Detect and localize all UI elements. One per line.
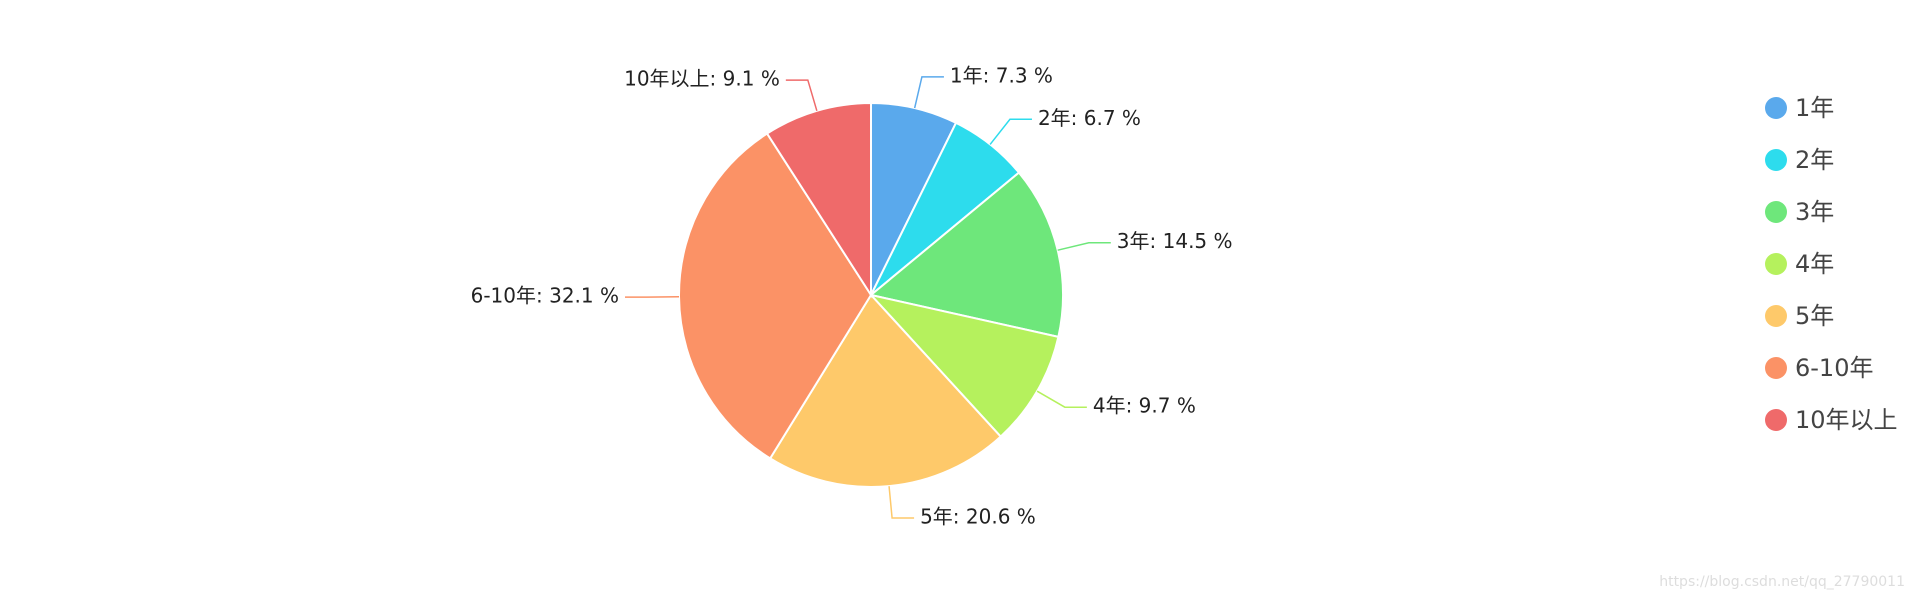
data-label: 6-10年: 32.1 %: [471, 284, 619, 308]
leader-line: [913, 76, 944, 109]
data-label: 5年: 20.6 %: [920, 505, 1036, 529]
watermark: https://blog.csdn.net/qq_27790011: [1659, 574, 1905, 590]
legend-marker: [1765, 97, 1787, 119]
data-label: 3年: 14.5 %: [1117, 229, 1233, 253]
legend-label: 5年: [1795, 302, 1834, 330]
leader-line: [989, 118, 1032, 145]
legend-marker: [1765, 305, 1787, 327]
pie-slice: [765, 101, 872, 299]
data-label: 4年: 9.7 %: [1093, 394, 1196, 418]
leader-line: [1057, 241, 1111, 251]
data-label: 1年: 7.3 %: [950, 63, 1053, 87]
legend-label: 6-10年: [1795, 354, 1873, 382]
legend-label: 1年: [1795, 94, 1834, 122]
legend-marker: [1765, 409, 1787, 431]
data-label: 2年: 6.7 %: [1038, 106, 1141, 130]
legend-marker: [1765, 357, 1787, 379]
leader-line: [1036, 390, 1087, 408]
legend-label: 2年: [1795, 146, 1834, 174]
legend-label: 10年以上: [1795, 406, 1898, 434]
leader-line: [785, 79, 818, 112]
legend-marker: [1765, 201, 1787, 223]
legend-label: 3年: [1795, 198, 1834, 226]
data-label: 10年以上: 9.1 %: [624, 67, 780, 91]
pie-slice: [868, 293, 1060, 439]
leader-line: [888, 486, 915, 519]
legend-label: 4年: [1795, 250, 1834, 278]
legend-marker: [1765, 149, 1787, 171]
legend-marker: [1765, 253, 1787, 275]
pie-slice: [768, 293, 1003, 488]
pie-slice: [678, 132, 873, 460]
